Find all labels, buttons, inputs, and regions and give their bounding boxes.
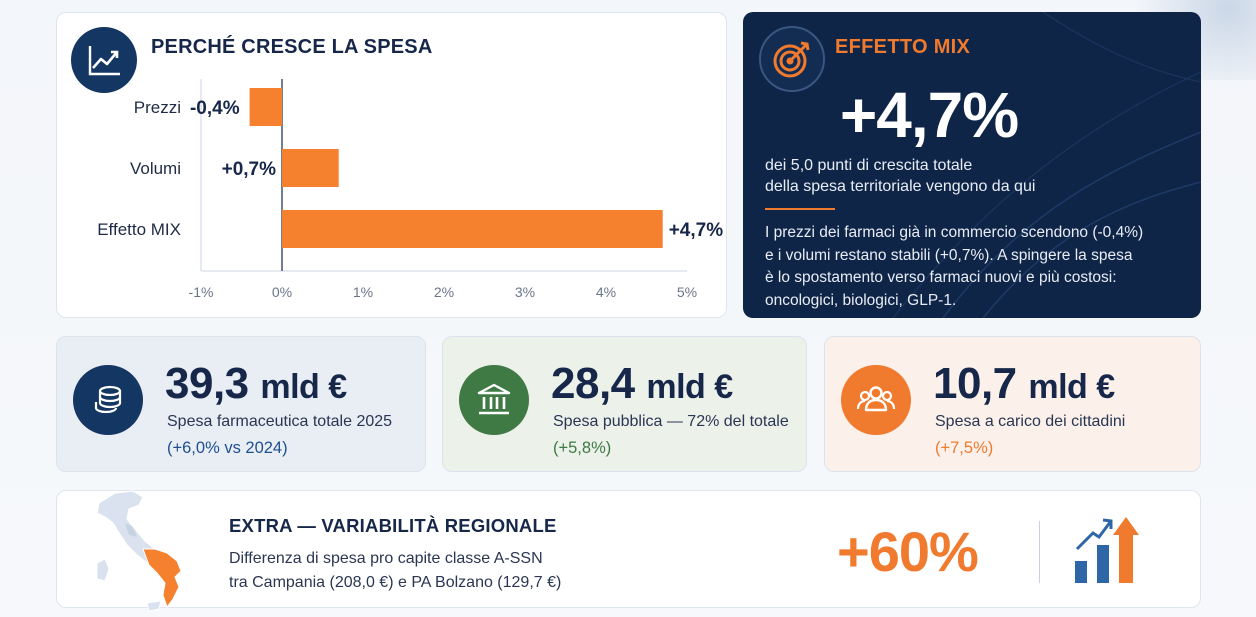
extra-title: EXTRA — VARIABILITÀ REGIONALE — [229, 515, 557, 536]
coins-icon — [73, 365, 143, 435]
mix-big-value: +4,7% — [839, 79, 1019, 151]
x-tick-label: 3% — [515, 284, 535, 300]
kpi-value: 10,7 mld € — [933, 359, 1115, 409]
bank-icon — [459, 365, 529, 435]
italy-map-icon — [96, 490, 182, 612]
x-tick-label: 0% — [272, 284, 292, 300]
x-tick-label: 1% — [353, 284, 373, 300]
category-label: Effetto MIX — [97, 220, 181, 239]
extra-description-line: Differenza di spesa pro capite classe A-… — [229, 550, 543, 567]
kpi-citizen-spending: 10,7 mld € Spesa a carico dei cittadini … — [824, 336, 1201, 472]
data-label: +0,7% — [222, 159, 277, 180]
kpi-value: 39,3 mld € — [165, 359, 347, 409]
bar-chart-growth-icon — [1075, 517, 1139, 583]
kpi-delta: (+6,0% vs 2024) — [167, 439, 288, 457]
divider — [1039, 521, 1040, 583]
kpi-unit: mld € — [260, 368, 347, 406]
extra-big-value: +60% — [837, 520, 979, 583]
mix-title: EFFETTO MIX — [835, 36, 971, 58]
kpi-unit: mld € — [1028, 368, 1115, 406]
mix-body-text: I prezzi dei farmaci già in commercio sc… — [765, 222, 1185, 312]
kpi-public-spending: 28,4 mld € Spesa pubblica — 72% del tota… — [442, 336, 807, 472]
category-label: Volumi — [130, 159, 181, 178]
extra-description-line: tra Campania (208,0 €) e PA Bolzano (129… — [229, 574, 562, 591]
kpi-number: 28,4 — [551, 359, 635, 408]
kpi-delta: (+7,5%) — [935, 439, 994, 457]
kpi-number: 10,7 — [933, 359, 1017, 408]
kpi-label: Spesa a carico dei cittadini — [935, 413, 1126, 430]
category-label: Prezzi — [134, 98, 181, 117]
chart-title: PERCHÉ CRESCE LA SPESA — [151, 36, 433, 58]
accent-divider — [765, 208, 835, 210]
extra-description: Differenza di spesa pro capite classe A-… — [229, 547, 649, 595]
bar — [282, 210, 663, 248]
x-tick-label: 5% — [677, 284, 697, 300]
kpi-value: 28,4 mld € — [551, 359, 733, 409]
x-tick-label: 2% — [434, 284, 454, 300]
decorative-waves — [892, 12, 1201, 318]
regional-variability-card: EXTRA — VARIABILITÀ REGIONALE Differenza… — [56, 490, 1201, 612]
mix-effect-card: EFFETTO MIX +4,7% dei 5,0 punti di cresc… — [743, 12, 1201, 318]
target-icon — [759, 26, 825, 92]
bar — [282, 149, 339, 187]
kpi-unit: mld € — [646, 368, 733, 406]
x-tick-label: 4% — [596, 284, 616, 300]
mix-body-line: oncologici, biologici, GLP-1. — [765, 291, 957, 309]
data-label: +4,7% — [669, 220, 724, 241]
x-tick-label: -1% — [189, 284, 214, 300]
kpi-number: 39,3 — [165, 359, 249, 408]
growth-bar-chart: -1% 0% 1% 2% 3% 4% 5% Prezzi -0,4% Volumi +0,7% Eff… — [97, 79, 724, 300]
mix-subtitle-line: dei 5,0 punti di crescita totale — [765, 157, 973, 174]
mix-body-line: I prezzi dei farmaci già in commercio sc… — [765, 224, 1144, 241]
mix-subtitle-line: della spesa territoriale vengono da qui — [765, 178, 1036, 195]
mix-body-line: e i volumi restano stabili (+0,7%). A sp… — [765, 246, 1133, 264]
mix-subtitle: dei 5,0 punti di crescita totale della s… — [765, 155, 1165, 197]
data-label: -0,4% — [190, 98, 240, 119]
people-icon — [841, 365, 911, 435]
bar — [249, 88, 282, 126]
mix-body-line: è lo spostamento verso farmaci nuovi e p… — [765, 269, 1117, 286]
kpi-delta: (+5,8%) — [553, 439, 612, 457]
trend-up-icon — [71, 27, 137, 93]
spending-growth-card: -1% 0% 1% 2% 3% 4% 5% Prezzi -0,4% Volumi +0,7% Eff… — [56, 12, 727, 318]
kpi-total-spending: 39,3 mld € Spesa farmaceutica totale 202… — [56, 336, 426, 472]
kpi-label: Spesa farmaceutica totale 2025 — [167, 413, 393, 430]
kpi-label: Spesa pubblica — 72% del totale — [553, 413, 789, 430]
